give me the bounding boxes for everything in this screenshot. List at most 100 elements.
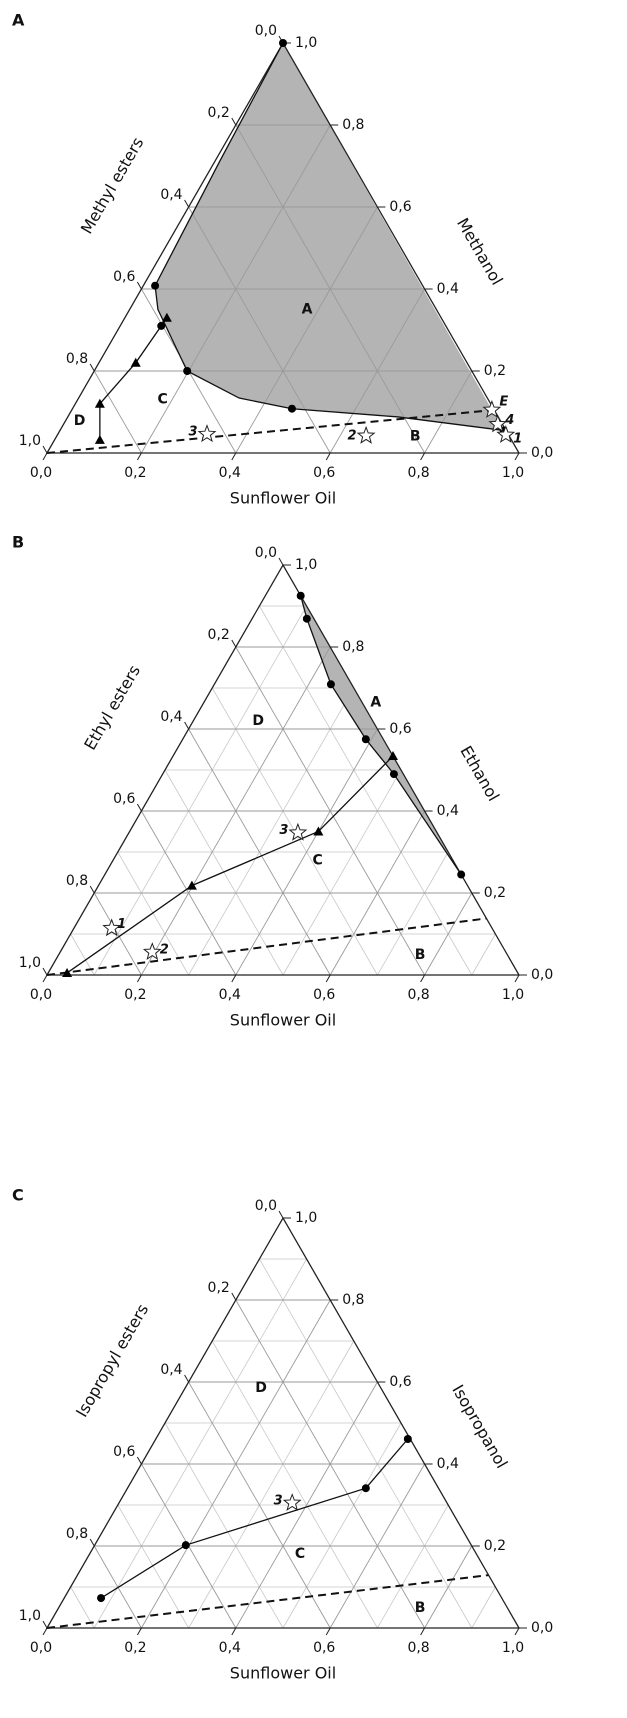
tick-mark [325, 974, 331, 983]
x-axis-title: Sunflower Oil [230, 1664, 336, 1683]
minor-grid-line [259, 605, 473, 976]
tick-mark [42, 1620, 48, 1629]
right-tick-label: 0,2 [484, 1538, 506, 1554]
left-tick-label: 0,8 [66, 351, 88, 367]
tick-mark [42, 967, 48, 976]
star-point [197, 424, 217, 443]
minor-grid-line [471, 933, 496, 976]
triangle-point [94, 398, 105, 408]
x-axis-title: Sunflower Oil [230, 1011, 336, 1030]
minor-grid-line [282, 769, 402, 976]
tick-mark [136, 1456, 142, 1465]
region-label: D [74, 413, 86, 429]
grid-line [188, 728, 331, 976]
grid-line [235, 646, 425, 976]
tick-mark [136, 452, 142, 461]
panel-letter: C [12, 1186, 24, 1205]
star-label: 3 [274, 1493, 283, 1508]
boundary-curve [99, 317, 168, 440]
circle-point [287, 404, 296, 413]
circle-point [157, 321, 166, 330]
star-label: 3 [279, 823, 288, 838]
right-tick-label: 0,6 [389, 721, 411, 737]
triangle-point [313, 826, 324, 836]
tick-mark [231, 452, 237, 461]
right-tick-label: 0,0 [531, 445, 553, 461]
circle-point [151, 281, 160, 290]
tick-mark [325, 1627, 331, 1636]
tick-mark [136, 1627, 142, 1636]
tick-mark [278, 1210, 284, 1219]
right-tick-label: 0,4 [437, 281, 459, 297]
star-point [496, 425, 516, 443]
right-tick-label: 0,0 [531, 967, 553, 983]
boundary-curve [100, 1438, 409, 1599]
star-label: 2 [160, 943, 169, 958]
x-tick-label: 0,2 [124, 1640, 146, 1656]
x-tick-label: 0,8 [407, 465, 429, 481]
tick-mark [184, 199, 190, 208]
dashed-line [46, 408, 495, 454]
star-point [356, 425, 376, 444]
circle-point [326, 680, 335, 689]
tick-mark [514, 452, 520, 461]
right-tick-label: 0,2 [484, 363, 506, 379]
right-tick-label: 1,0 [295, 35, 317, 51]
grid-line [188, 1381, 331, 1629]
minor-grid-line [282, 1422, 402, 1629]
left-axis-title: Isopropyl esters [72, 1301, 152, 1421]
dashed-line [46, 1574, 489, 1629]
right-tick-label: 0,8 [342, 1292, 364, 1308]
grid-line [235, 206, 378, 454]
circle-point [181, 1541, 190, 1550]
right-tick-label: 0,0 [531, 1620, 553, 1636]
circle-point [403, 1434, 412, 1443]
tick-mark [231, 639, 237, 648]
circle-point [296, 591, 305, 600]
x-tick-label: 1,0 [502, 1640, 524, 1656]
left-tick-label: 1,0 [19, 955, 41, 971]
x-tick-label: 1,0 [502, 465, 524, 481]
grid-line [235, 728, 378, 976]
tick-mark [514, 1627, 520, 1636]
right-tick-label: 0,4 [437, 803, 459, 819]
right-axis-title: Ethanol [456, 742, 503, 804]
left-tick-label: 0,2 [208, 1280, 230, 1296]
x-tick-label: 0,0 [30, 465, 52, 481]
minor-grid-line [259, 1258, 473, 1629]
ternary-panel: 0,0 0,2 0,4 0,6 0,8 1,0 0,0 0,2 0,4 0,6 0,8 1,0 0,0 0… [12, 533, 553, 1030]
tick-mark [136, 281, 142, 290]
region-label: B [415, 1600, 426, 1616]
minor-grid-line [377, 851, 449, 976]
left-tick-label: 0,0 [255, 1198, 277, 1214]
grid-line [141, 810, 237, 976]
circle-point [361, 1484, 370, 1493]
x-tick-label: 0,4 [219, 465, 241, 481]
minor-grid-line [117, 851, 189, 976]
x-tick-label: 0,4 [219, 1640, 241, 1656]
tick-mark [42, 1627, 48, 1636]
left-tick-label: 0,6 [113, 269, 135, 285]
tick-mark [420, 1627, 426, 1636]
minor-grid-line [211, 1340, 378, 1629]
region-label: A [370, 694, 381, 710]
tick-mark [325, 452, 331, 461]
region-label: D [255, 1380, 267, 1396]
circle-point [183, 367, 192, 375]
minor-grid-line [117, 1504, 189, 1629]
grid-line [188, 206, 331, 454]
region-label: D [252, 713, 264, 729]
grid-line [93, 892, 142, 976]
tick-mark [89, 1538, 95, 1547]
phase-region [155, 43, 504, 431]
grid-line [93, 370, 142, 454]
right-tick-label: 0,8 [342, 639, 364, 655]
x-tick-label: 0,4 [219, 987, 241, 1003]
tick-mark [89, 363, 95, 372]
tick-mark [184, 721, 190, 730]
star-point [102, 918, 122, 937]
tick-mark [184, 1374, 190, 1383]
panel-letter: B [12, 533, 24, 552]
left-tick-label: 0,8 [66, 1526, 88, 1542]
tick-mark [420, 974, 426, 983]
